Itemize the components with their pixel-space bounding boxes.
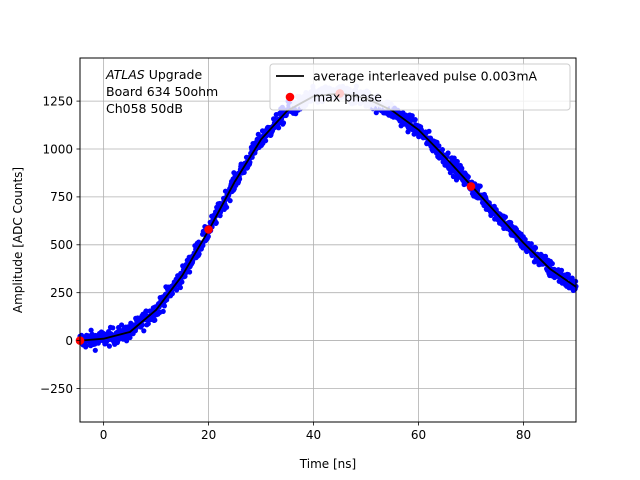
- sample-point: [127, 334, 133, 341]
- sample-point: [174, 287, 180, 293]
- y-tick-label: 750: [50, 190, 73, 204]
- sample-point: [276, 125, 282, 131]
- sample-point: [263, 138, 269, 144]
- sample-point: [106, 343, 112, 349]
- sample-point: [152, 317, 158, 323]
- legend: average interleaved pulse 0.003mA max ph…: [269, 63, 571, 111]
- sample-point: [451, 155, 457, 161]
- sample-point: [528, 241, 534, 247]
- y-axis-label: Amplitude [ADC Counts]: [11, 167, 25, 313]
- sample-point: [502, 214, 508, 220]
- sample-point: [241, 169, 247, 175]
- sample-point: [453, 177, 460, 183]
- x-tick-label: 60: [411, 428, 426, 442]
- x-axis-ticks: 0 20 40 60 80: [100, 422, 531, 442]
- x-tick-label: 0: [100, 428, 108, 442]
- sample-point: [454, 158, 460, 165]
- sample-point: [439, 147, 445, 153]
- sample-point: [227, 198, 233, 204]
- sample-point: [426, 128, 432, 134]
- sample-point: [110, 325, 116, 331]
- sample-point: [88, 327, 94, 333]
- y-tick-label: −250: [40, 382, 73, 396]
- annotation-line-1: ATLAS Upgrade: [105, 67, 202, 82]
- sample-point: [259, 128, 266, 134]
- sample-point: [224, 204, 230, 210]
- sample-point: [196, 251, 202, 257]
- annotation-upgrade: Upgrade: [145, 67, 203, 82]
- sample-point: [280, 120, 287, 126]
- y-axis-ticks: −250 0 250 500 750 1000 1250: [40, 94, 80, 396]
- sample-point: [83, 343, 89, 349]
- annotation-line-3: Ch058 50dB: [106, 101, 183, 116]
- sample-point: [459, 165, 465, 171]
- legend-marker-swatch: [285, 92, 295, 102]
- annotation-atlas: ATLAS: [105, 67, 145, 82]
- x-tick-label: 80: [516, 428, 531, 442]
- sample-point: [205, 233, 211, 240]
- sample-point: [412, 117, 418, 123]
- annotation-line-2: Board 634 50ohm: [106, 84, 218, 99]
- sample-point: [143, 308, 149, 314]
- sample-point: [213, 220, 219, 226]
- sample-point: [119, 322, 125, 328]
- x-axis-label: Time [ns]: [299, 457, 356, 471]
- sample-point: [542, 253, 549, 259]
- sample-point: [169, 291, 175, 297]
- max-phase-point: [466, 182, 476, 191]
- sample-point: [465, 174, 471, 180]
- sample-point: [409, 113, 415, 119]
- x-tick-label: 20: [201, 428, 216, 442]
- legend-entry-max-phase: max phase: [313, 90, 382, 105]
- y-tick-label: 1000: [42, 142, 73, 156]
- sample-point: [179, 279, 185, 285]
- y-tick-label: 250: [50, 286, 73, 300]
- y-tick-label: 1250: [42, 94, 73, 108]
- sample-point: [177, 284, 183, 291]
- sample-point: [445, 150, 451, 156]
- sample-point: [141, 328, 147, 334]
- sample-point: [237, 176, 243, 182]
- sample-point: [549, 261, 555, 267]
- sample-point: [569, 275, 575, 281]
- sample-point: [436, 143, 442, 149]
- atlas-annotation: ATLAS Upgrade Board 634 50ohm Ch058 50dB: [105, 67, 218, 116]
- sample-point: [558, 267, 565, 273]
- sample-point: [161, 303, 167, 309]
- sample-point: [532, 245, 539, 251]
- legend-box: [269, 63, 571, 111]
- sample-point: [477, 183, 483, 189]
- plot-background: [80, 58, 576, 422]
- legend-entry-pulse: average interleaved pulse 0.003mA: [313, 69, 538, 84]
- plot-frame: [79, 57, 577, 423]
- y-tick-label: 0: [65, 334, 73, 348]
- sample-point: [187, 269, 193, 275]
- sample-point: [160, 308, 166, 314]
- max-phase-point: [204, 225, 213, 234]
- sample-point: [145, 321, 151, 327]
- x-tick-label: 40: [306, 428, 321, 442]
- y-tick-label: 500: [50, 238, 73, 252]
- sample-point: [200, 242, 206, 249]
- sample-point: [92, 347, 98, 353]
- sample-point: [565, 272, 572, 278]
